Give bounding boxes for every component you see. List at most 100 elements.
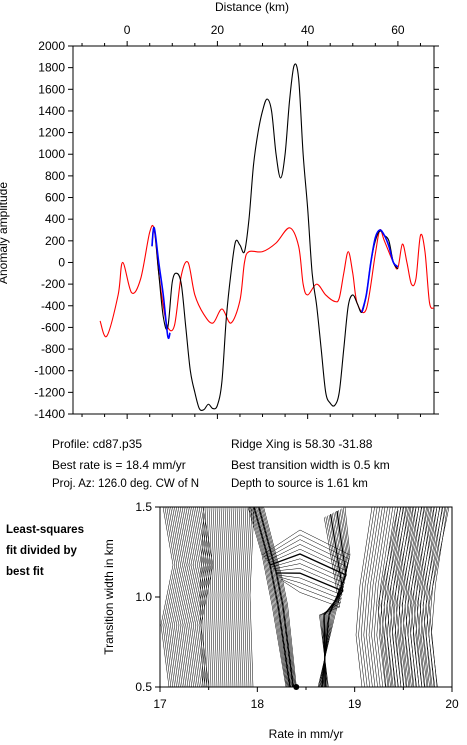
x-axis-title: Distance (km) xyxy=(215,0,289,14)
contour-line xyxy=(174,507,187,687)
contour-line xyxy=(358,507,375,687)
contour-line xyxy=(279,576,342,600)
contour-line xyxy=(219,507,225,687)
contour-line xyxy=(373,507,391,687)
contour-line xyxy=(221,507,227,687)
contour-line xyxy=(168,507,181,687)
contour-line xyxy=(183,507,197,687)
y-tick-label: 400 xyxy=(45,212,65,226)
x-tick-label: 17 xyxy=(153,697,167,711)
contour-line xyxy=(196,507,210,687)
contour-line xyxy=(355,507,373,687)
contour-line xyxy=(235,507,241,687)
contour-line xyxy=(407,507,429,687)
y-tick-label: -1000 xyxy=(34,364,65,378)
contour-line xyxy=(241,507,247,687)
contour-line xyxy=(381,507,399,687)
contour-line xyxy=(249,507,255,687)
y-tick-label: -200 xyxy=(41,277,65,291)
y-tick-label: 1200 xyxy=(38,126,65,140)
contour-line xyxy=(227,507,233,687)
contour-line xyxy=(162,507,176,687)
contour-line xyxy=(419,507,441,687)
contour-line xyxy=(399,507,417,687)
contour-line xyxy=(199,507,205,687)
x-tick-label: 0 xyxy=(124,23,131,37)
contour-line xyxy=(386,507,404,687)
contour-line xyxy=(237,507,243,687)
contour-line xyxy=(428,507,446,687)
y-tick-label: -800 xyxy=(41,342,65,356)
x-tick-label: 40 xyxy=(301,23,315,37)
contour-line xyxy=(384,507,401,687)
contour-line xyxy=(425,507,447,687)
contour-y-axis-title: Transition width in km xyxy=(102,539,116,655)
y-tick-label: 800 xyxy=(45,169,65,183)
contour-line xyxy=(262,507,296,687)
contour-line xyxy=(239,507,245,687)
series-line xyxy=(361,229,399,313)
contour-line xyxy=(245,507,251,687)
contour-line xyxy=(420,507,438,687)
projection-azimuth-label: Proj. Az: 126.0 deg. CW of N xyxy=(52,478,200,490)
x-tick-label: 19 xyxy=(348,697,362,711)
contour-line xyxy=(243,507,249,687)
contour-line xyxy=(166,507,179,687)
contour-x-axis-title: Rate in mm/yr xyxy=(269,727,344,741)
contour-line xyxy=(211,507,217,687)
contour-line xyxy=(276,572,344,592)
contour-line xyxy=(363,507,381,687)
contour-line xyxy=(213,507,219,687)
contour-line xyxy=(194,507,208,687)
contour-line xyxy=(376,507,394,687)
contour-line xyxy=(185,507,198,687)
y-tick-label: 1800 xyxy=(38,61,65,75)
contour-line xyxy=(231,507,237,687)
contour-line xyxy=(423,507,440,687)
contour-line xyxy=(371,507,388,687)
y-tick-label: 600 xyxy=(45,191,65,205)
contour-line xyxy=(250,507,288,687)
contour-line xyxy=(380,507,402,687)
contour-line xyxy=(256,507,292,687)
best-width-label: Best transition width is 0.5 km xyxy=(231,458,390,472)
y-tick-label: 1.5 xyxy=(135,500,152,514)
contour-line xyxy=(205,507,211,687)
contour-line xyxy=(254,507,292,687)
contour-line xyxy=(253,507,291,687)
contour-line xyxy=(377,507,399,687)
series-line xyxy=(151,63,399,412)
contour-line xyxy=(209,507,215,687)
contour-line xyxy=(319,517,340,687)
contour-line xyxy=(252,507,290,687)
contour-line xyxy=(172,507,185,687)
contour-line xyxy=(201,507,207,687)
note-line: Least-squares xyxy=(6,524,84,536)
plot-frame xyxy=(72,45,435,415)
misfit-contour-chart: 17 18 19 20 0.5 1.0 1.5 Rate in mm/yr Transit… xyxy=(102,500,459,741)
y-tick-label: -600 xyxy=(41,320,65,334)
contour-line xyxy=(428,507,450,687)
ridge-crossing-label: Ridge Xing is 58.30 -31.88 xyxy=(231,437,373,451)
contour-line xyxy=(198,507,212,687)
contour-line xyxy=(277,574,343,596)
contour-line xyxy=(200,507,214,687)
misfit-note: Least-squares fit divided by best fit xyxy=(6,520,84,583)
best-fit-marker xyxy=(293,684,300,690)
contour-line xyxy=(217,507,223,687)
contour-line xyxy=(225,507,231,687)
contour-line xyxy=(273,563,345,584)
y-tick-label: 1600 xyxy=(38,82,65,96)
contour-line xyxy=(383,507,405,687)
contour-line xyxy=(405,507,422,687)
contour-line xyxy=(398,507,420,687)
x-tick-label: 20 xyxy=(445,697,459,711)
contour-line xyxy=(263,534,350,560)
contour-line xyxy=(268,548,347,572)
contour-line xyxy=(386,507,408,687)
y-tick-label: -1200 xyxy=(34,385,65,399)
contour-line xyxy=(366,507,383,687)
contour-line xyxy=(389,507,407,687)
contour-line xyxy=(259,507,295,687)
series-line xyxy=(99,224,435,338)
